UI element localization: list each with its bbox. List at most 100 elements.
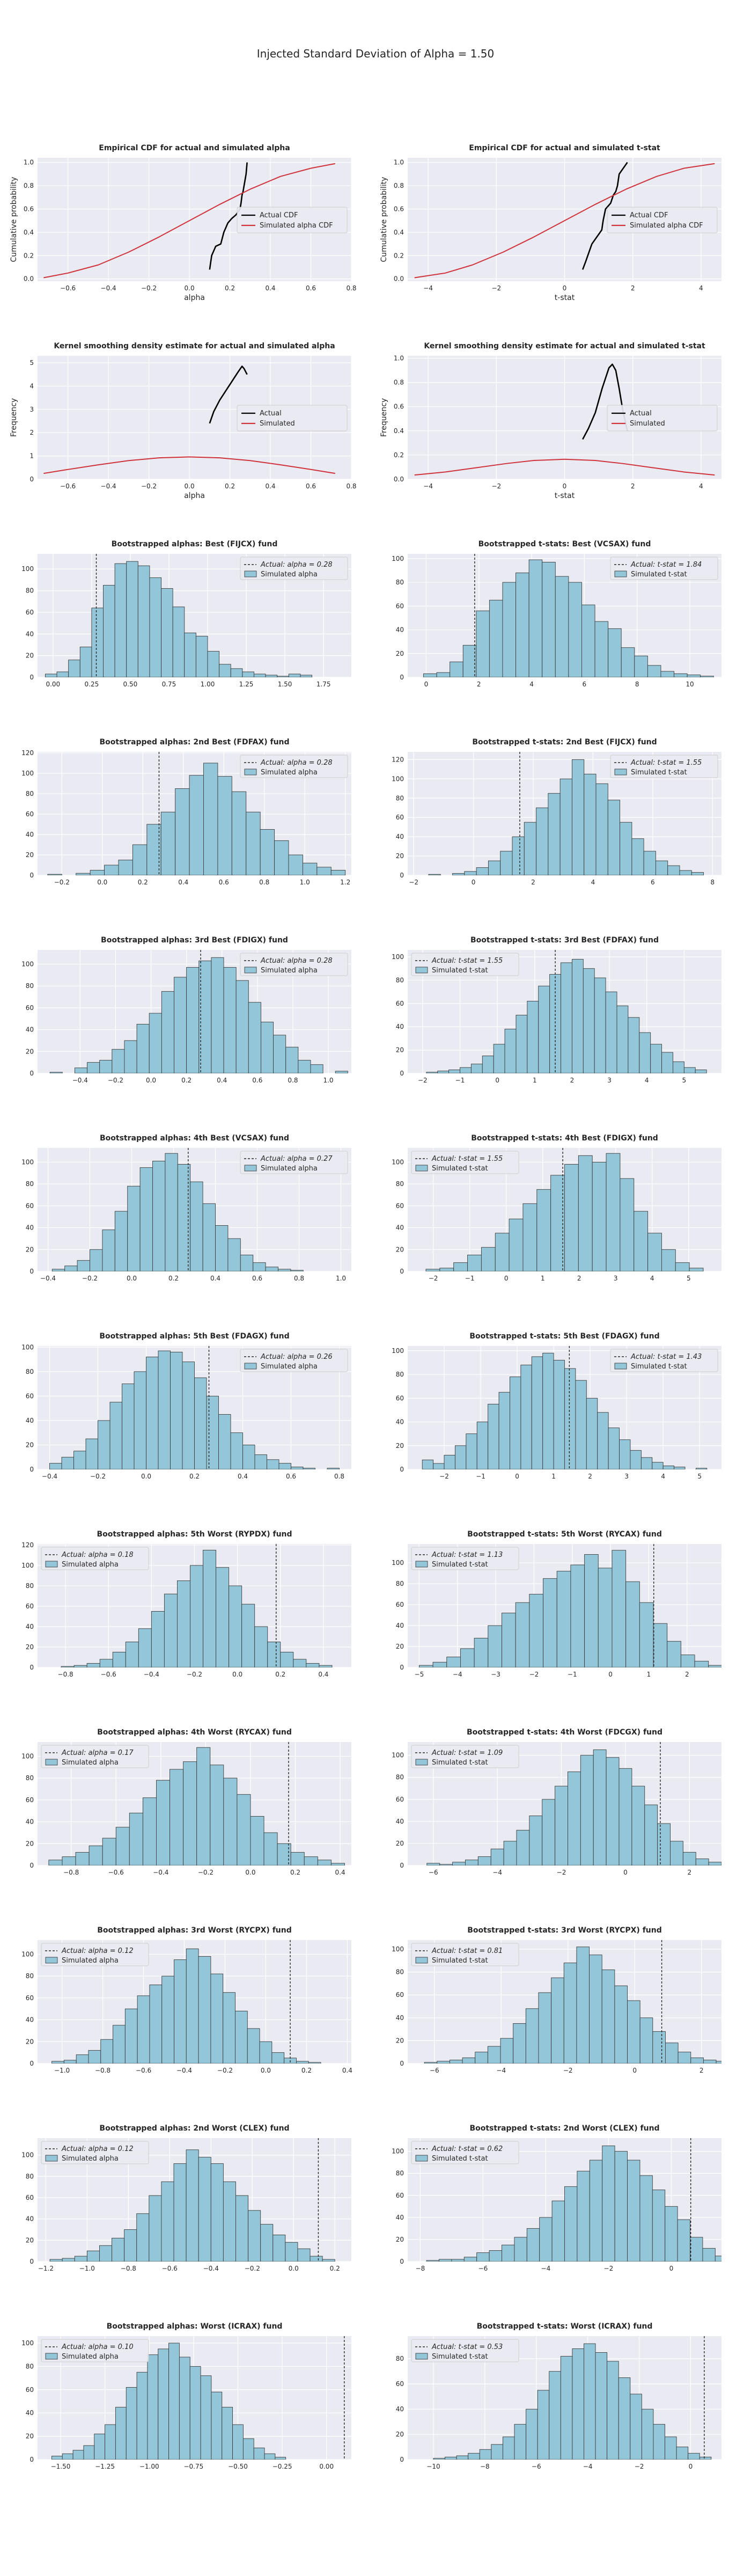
x-tick-label: 5 — [682, 1077, 687, 1084]
histogram-bar — [151, 1611, 165, 1667]
y-tick-label: 80 — [26, 2172, 34, 2180]
histogram-bar — [673, 1061, 684, 1073]
histogram-bar — [142, 1797, 157, 1865]
histogram-bar — [222, 2406, 233, 2460]
histogram-bar — [285, 2242, 298, 2262]
histogram-bar — [631, 838, 644, 875]
histogram-bar — [91, 608, 104, 677]
x-tick-label: 0.8 — [346, 482, 356, 490]
histogram-bar — [134, 1371, 146, 1469]
histogram-bar — [528, 559, 543, 677]
x-tick-label: 0.0 — [146, 1077, 156, 1084]
legend-entry-simulated: Simulated t-stat — [432, 2155, 488, 2163]
x-tick-label: −1 — [465, 1275, 475, 1282]
histogram-bar — [100, 2039, 114, 2063]
x-tick-label: −6 — [478, 2265, 488, 2272]
histogram-bar — [640, 1457, 653, 1469]
y-tick-label: 100 — [392, 1158, 404, 1166]
x-tick-label: 0.0 — [97, 879, 107, 886]
y-tick-label: 0.6 — [24, 205, 34, 213]
histogram-bar — [661, 1249, 676, 1271]
histogram-bar — [278, 1269, 291, 1271]
y-tick-label: 60 — [396, 1000, 404, 1007]
histogram-bar — [271, 2052, 285, 2063]
x-tick-label: 4 — [645, 1077, 649, 1084]
legend-swatch-simulated — [415, 2155, 428, 2162]
histogram-bar — [265, 675, 278, 677]
x-tick-label: 1 — [541, 1275, 545, 1282]
histogram-bar — [578, 1155, 593, 1271]
y-tick-label: 60 — [26, 2386, 34, 2394]
histogram-bar — [98, 1420, 111, 1469]
legend-box — [240, 1349, 348, 1372]
histogram-bar — [56, 671, 69, 677]
histogram-bar — [586, 1397, 598, 1469]
histogram-bar — [653, 2424, 665, 2460]
histogram-bar — [254, 1454, 267, 1469]
histogram-bar — [308, 2062, 321, 2063]
y-tick-label: 20 — [26, 1246, 34, 1253]
legend-entry-actual: Actual: t-stat = 1.43 — [630, 1353, 702, 1361]
legend-entry: Simulated — [630, 420, 665, 428]
histogram-bar — [555, 1785, 568, 1865]
subplot-title: Bootstrapped t-stats: 5th Best (FDAGX) f… — [469, 1332, 659, 1341]
legend: Actual: t-stat = 1.55 Simulated t-stat — [610, 755, 718, 778]
histogram-bar — [230, 668, 243, 677]
legend-entry-actual: Actual: alpha = 0.12 — [61, 2145, 134, 2153]
x-tick-label: −0.2 — [187, 1671, 202, 1678]
legend-entry: Simulated alpha CDF — [260, 222, 333, 230]
histogram-bar — [549, 2371, 561, 2460]
y-tick-label: 60 — [396, 2380, 404, 2388]
x-tick-label: 1.00 — [201, 680, 215, 688]
x-tick-label: 0 — [424, 680, 429, 688]
subplot-5: Bootstrapped alphas: Best (FIJCX) fund 0.… — [21, 540, 351, 688]
legend: Actual: alpha = 0.27 Simulated alpha — [240, 1151, 348, 1174]
y-tick-label: 40 — [396, 1622, 404, 1629]
legend-swatch-simulated — [614, 570, 627, 577]
subplot-9: Bootstrapped alphas: 3rd Best (FDIGX) fu… — [21, 936, 351, 1084]
x-tick-label: 4 — [591, 879, 595, 886]
x-axis-label: t-stat — [555, 294, 575, 302]
histogram-bar — [592, 1162, 607, 1271]
x-tick-label: −0.4 — [144, 1671, 159, 1678]
histogram-bar — [105, 2424, 116, 2460]
legend-entry-simulated: Simulated alpha — [62, 1759, 119, 1767]
histogram-bar — [99, 2245, 113, 2262]
histogram-bar — [464, 871, 477, 875]
histogram-bar — [136, 1023, 150, 1073]
subplot-3: Kernel smoothing density estimate for ac… — [10, 342, 357, 500]
y-tick-label: 0.2 — [394, 252, 404, 259]
y-tick-label: 20 — [396, 2236, 404, 2243]
x-tick-label: −6 — [429, 1869, 438, 1876]
histogram-bar — [297, 2248, 311, 2262]
histogram-bar — [551, 1977, 564, 2063]
histogram-bar — [114, 1211, 128, 1271]
histogram-bar — [310, 1064, 323, 1073]
histogram-bar — [537, 2390, 550, 2460]
legend-entry-actual: Actual: t-stat = 1.55 — [630, 759, 702, 767]
histogram-bar — [606, 1757, 620, 1865]
y-tick-label: 20 — [26, 652, 34, 660]
x-tick-label: 0.6 — [286, 1473, 296, 1480]
x-tick-label: −0.4 — [42, 1473, 57, 1480]
y-tick-label: 2 — [30, 429, 34, 436]
plot-marks — [426, 1742, 721, 1865]
x-tick-label: 1 — [647, 1671, 651, 1678]
x-tick-label: −4 — [496, 2067, 506, 2074]
histogram-bar — [444, 1455, 455, 1469]
x-tick-label: 0.4 — [238, 1473, 248, 1480]
histogram-bar — [89, 1845, 103, 1865]
histogram-bar — [161, 588, 173, 677]
histogram-bar — [556, 1571, 571, 1667]
histogram-bar — [48, 1860, 63, 1865]
histogram-bar — [660, 671, 674, 677]
histogram-bar — [487, 2046, 501, 2063]
histogram-bar — [702, 2248, 716, 2262]
histogram-bar — [99, 1060, 113, 1073]
legend-swatch-simulated — [415, 967, 428, 974]
x-tick-label: 0.0 — [261, 2067, 271, 2074]
histogram-bar — [439, 2259, 452, 2262]
y-tick-label: 0.6 — [394, 205, 404, 213]
plot-marks — [433, 2336, 712, 2460]
y-tick-label: 80 — [26, 1368, 34, 1375]
